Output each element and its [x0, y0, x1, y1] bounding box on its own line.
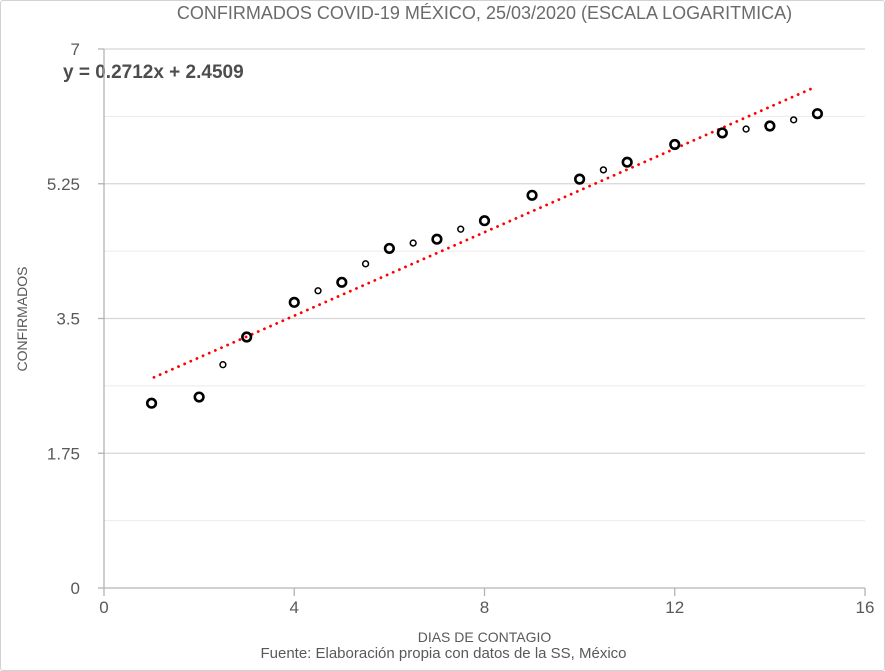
data-point	[742, 125, 750, 133]
trendline	[152, 85, 817, 379]
data-point	[478, 215, 491, 227]
data-point	[219, 361, 227, 369]
x-tick-label: 0	[99, 598, 108, 617]
data-point	[361, 260, 370, 268]
source-note: Fuente: Elaboración propia con datos de …	[260, 645, 627, 662]
data-point	[669, 138, 681, 151]
data-point	[599, 166, 608, 174]
trendline-equation-label: y = 0.2712x + 2.4509	[63, 62, 244, 83]
data-point	[811, 108, 824, 120]
data-point	[336, 276, 348, 288]
x-tick-label: 4	[290, 598, 299, 617]
data-point	[764, 120, 776, 132]
x-axis-title: DIAS DE CONTAGIO	[417, 629, 552, 645]
y-tick-label: 7	[71, 40, 80, 59]
y-tick-label: 1.75	[47, 444, 80, 463]
data-point	[621, 156, 633, 168]
data-point	[574, 173, 586, 185]
y-tick-label: 3.5	[56, 310, 80, 329]
data-point	[383, 242, 395, 255]
data-point	[314, 287, 322, 295]
x-tick-label: 8	[480, 598, 489, 617]
y-tick-label: 0	[71, 579, 80, 598]
y-tick-label: 5.25	[47, 175, 80, 194]
data-point	[241, 331, 253, 343]
data-point	[193, 391, 205, 403]
data-point	[145, 397, 158, 409]
data-point	[288, 296, 300, 308]
chart-title: CONFIRMADOS COVID-19 MÉXICO, 25/03/2020 …	[176, 3, 793, 23]
data-point	[431, 233, 443, 245]
data-point	[526, 189, 538, 201]
data-point	[790, 116, 798, 124]
data-point	[409, 239, 417, 247]
x-tick-label: 12	[665, 598, 684, 617]
x-tick-label: 16	[856, 598, 875, 617]
data-point	[716, 127, 728, 139]
data-point	[457, 225, 465, 233]
